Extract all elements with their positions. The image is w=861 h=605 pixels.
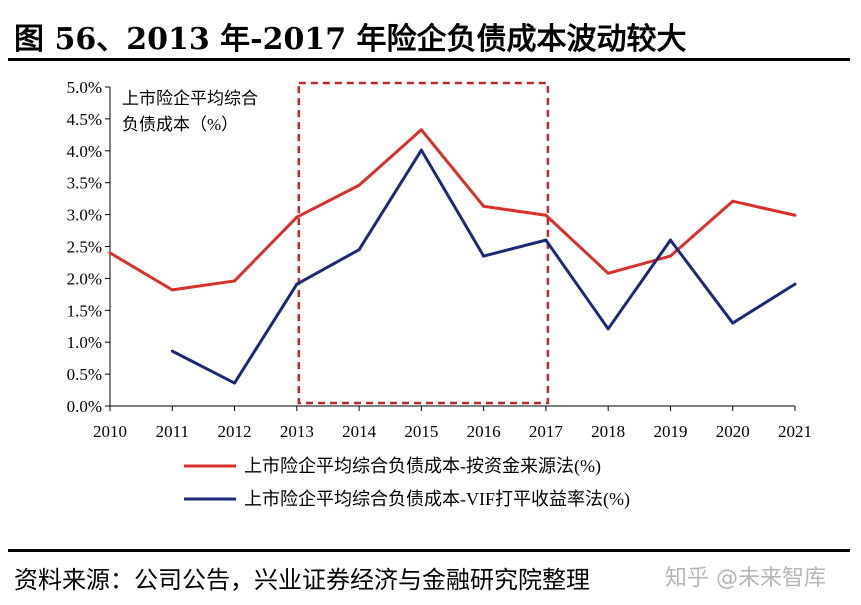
data-point (731, 199, 735, 203)
annotation-text: 负债成本（%） (122, 115, 238, 134)
y-tick-label: 4.5% (67, 110, 102, 129)
y-tick-label: 4.0% (67, 142, 102, 161)
data-point (668, 254, 672, 258)
figure-title: 图 56、2013 年-2017 年险企负债成本波动较大 (14, 22, 687, 57)
data-point (606, 327, 610, 331)
line-chart: 0.0% 0.5% 1.0% 1.5% 2.0% 2.5% 3.0% 3.5% 4.0% 4.5%… (67, 78, 812, 510)
data-point (295, 282, 299, 286)
source-note: 资料来源：公司公告，兴业证券经济与金融研究院整理 (14, 566, 590, 594)
series-line-1 (109, 128, 796, 292)
data-point (419, 128, 423, 132)
x-tick-label: 2012 (218, 422, 252, 441)
y-tick-label: 5.0% (67, 78, 102, 97)
x-tick-label: 2019 (653, 422, 687, 441)
watermark: 知乎 @未来智库 (665, 566, 826, 591)
data-point (606, 271, 610, 275)
x-tick-label: 2017 (529, 422, 564, 441)
legend-label-2: 上市险企平均综合负债成本-VIF打平收益率法(%) (244, 489, 630, 510)
data-point (357, 183, 361, 187)
x-tick-label: 2020 (716, 422, 750, 441)
source-rule (8, 549, 850, 552)
y-tick-label: 0.5% (67, 365, 102, 384)
y-tick-label: 0.0% (67, 397, 102, 416)
series-line-2 (171, 148, 796, 385)
legend-label-1: 上市险企平均综合负债成本-按资金来源法(%) (244, 456, 601, 477)
x-tick-label: 2014 (342, 422, 377, 441)
data-point (108, 251, 112, 255)
data-point (668, 238, 672, 242)
data-point (544, 238, 548, 242)
data-point (544, 213, 548, 217)
data-point (233, 381, 237, 385)
data-point (170, 349, 174, 353)
title-rule (8, 58, 850, 61)
annotation-text: 上市险企平均综合 (122, 89, 258, 108)
y-tick-label: 2.5% (67, 238, 102, 257)
y-tick-label: 3.5% (67, 174, 102, 193)
data-point (793, 282, 797, 286)
data-point (793, 213, 797, 217)
y-tick-label: 1.0% (67, 333, 102, 352)
data-point (731, 321, 735, 325)
x-tick-label: 2018 (591, 422, 625, 441)
x-tick-label: 2011 (156, 422, 189, 441)
data-point (295, 215, 299, 219)
data-point (170, 288, 174, 292)
x-tick-label: 2021 (778, 422, 812, 441)
data-point (419, 148, 423, 152)
x-tick-label: 2013 (280, 422, 314, 441)
data-point (482, 254, 486, 258)
y-tick-label: 1.5% (67, 301, 102, 320)
x-tick-label: 2016 (467, 422, 501, 441)
data-point (357, 248, 361, 252)
y-tick-label: 2.0% (67, 269, 102, 288)
y-tick-label: 3.0% (67, 206, 102, 225)
x-tick-label: 2015 (404, 422, 438, 441)
data-point (482, 204, 486, 208)
x-tick-label: 2010 (93, 422, 127, 441)
data-point (233, 279, 237, 283)
